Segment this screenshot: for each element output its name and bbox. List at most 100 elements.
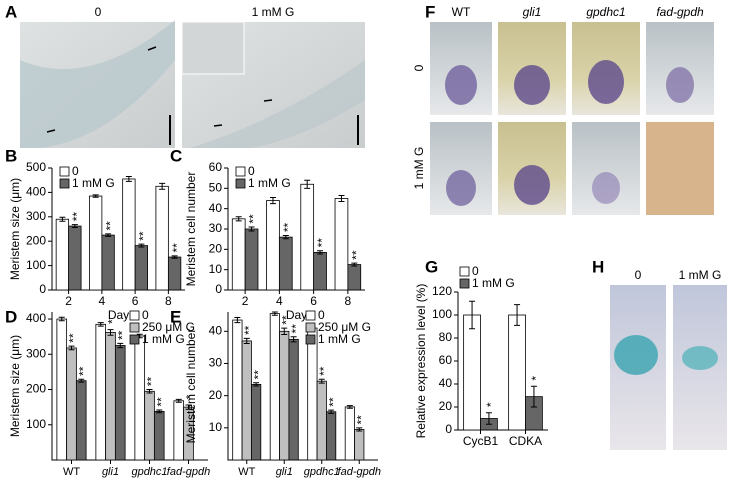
error-bar — [138, 243, 145, 248]
bar — [266, 200, 280, 291]
error-bar — [59, 216, 66, 222]
column-label: 1 mM G — [679, 268, 722, 282]
error-bar — [159, 182, 166, 190]
bar — [300, 183, 315, 291]
significance: * — [184, 394, 198, 399]
legend-label: 0 — [472, 264, 479, 278]
y-tick-label: 20 — [439, 399, 453, 413]
y-tick-label: 10 — [209, 262, 223, 276]
column-label: 0 — [635, 268, 642, 282]
y-tick-label: 20 — [209, 242, 223, 256]
error-bar — [68, 345, 75, 351]
bar — [114, 345, 126, 461]
error-bar — [356, 427, 363, 432]
column-label: gpdhc1 — [586, 5, 625, 19]
bar — [241, 340, 252, 461]
panel-label: H — [592, 257, 604, 276]
bar — [307, 327, 318, 461]
y-tick-label: 50 — [209, 181, 223, 195]
error-bar — [185, 404, 192, 410]
x-tick-label: fad-gpdh — [167, 466, 210, 478]
error-bar — [243, 337, 250, 345]
error-bar — [304, 179, 311, 189]
bar — [344, 406, 355, 461]
x-tick-label: WT — [238, 466, 255, 478]
significance: ** — [67, 333, 81, 343]
error-bar — [105, 233, 112, 237]
error-bar — [117, 342, 124, 349]
bar — [89, 195, 103, 291]
y-axis-label: Relative expression level (%) — [414, 284, 428, 439]
error-bar — [290, 336, 297, 343]
bar — [232, 319, 243, 461]
bar — [56, 318, 68, 461]
x-tick-label: 4 — [276, 294, 283, 308]
y-tick-label: 30 — [209, 221, 223, 235]
y-tick-label: 10 — [209, 420, 223, 434]
error-bar — [485, 412, 492, 425]
micrograph-a — [20, 20, 365, 148]
bar — [508, 314, 526, 431]
column-label: 0 — [95, 5, 102, 19]
x-tick-label: 8 — [165, 294, 172, 308]
bar — [68, 225, 82, 291]
significance: ** — [76, 366, 90, 376]
error-bar — [328, 409, 335, 414]
y-tick-label: 60 — [209, 160, 223, 174]
significance: * — [484, 402, 498, 407]
legend-swatch — [235, 166, 246, 177]
y-tick-label: 300 — [26, 346, 46, 360]
x-tick-label: gpdhc1 — [131, 466, 167, 478]
significance: ** — [349, 250, 363, 260]
bar — [251, 383, 262, 461]
x-tick-label: 2 — [242, 294, 249, 308]
x-tick-label: gpdhc1 — [304, 466, 340, 478]
bar — [334, 198, 349, 291]
x-tick-label: gli1 — [276, 466, 293, 478]
bar — [134, 245, 148, 291]
x-axis-label: Day — [286, 308, 307, 322]
bar — [105, 332, 116, 461]
bar — [66, 347, 77, 461]
error-bar — [234, 316, 241, 324]
y-tick-label: 40 — [209, 323, 223, 337]
error-bar — [171, 255, 178, 259]
bar — [313, 251, 327, 291]
x-tick-label: 2 — [65, 294, 72, 308]
significance: ** — [247, 214, 261, 224]
y-tick-label: 80 — [439, 330, 453, 344]
legend-label: 0 — [318, 308, 325, 322]
panel-label: G — [425, 257, 438, 276]
significance: ** — [154, 397, 168, 407]
significance: ** — [137, 231, 151, 241]
y-tick-label: 100 — [26, 258, 46, 272]
x-tick-label: 6 — [310, 294, 317, 308]
bar — [155, 185, 169, 291]
panel-label: C — [170, 146, 182, 165]
error-bar — [271, 311, 278, 316]
y-tick-label: 100 — [26, 417, 46, 431]
legend-swatch — [129, 322, 140, 333]
legend-label: 250 μM G — [142, 320, 195, 334]
error-bar — [282, 235, 289, 240]
x-tick-label: 6 — [132, 294, 139, 308]
panel-label: F — [425, 2, 435, 21]
y-tick-label: 0 — [215, 282, 222, 296]
legend-label: 0 — [248, 164, 255, 178]
legend-label: 0 — [142, 308, 149, 322]
error-bar — [235, 216, 242, 222]
significance: ** — [170, 243, 184, 253]
column-label: fad-gpdh — [656, 5, 704, 19]
bar — [55, 218, 70, 291]
y-tick-label: 300 — [26, 209, 46, 223]
y-axis-label: Meristem cell number — [184, 172, 198, 287]
y-tick-label: 60 — [439, 353, 453, 367]
panel-label: B — [5, 146, 17, 165]
x-tick-label: 4 — [99, 294, 106, 308]
significance: ** — [289, 324, 303, 334]
bar — [75, 380, 87, 461]
bar — [316, 380, 327, 461]
y-tick-label: 500 — [26, 160, 46, 174]
legend-label: 1 mM G — [142, 332, 185, 346]
